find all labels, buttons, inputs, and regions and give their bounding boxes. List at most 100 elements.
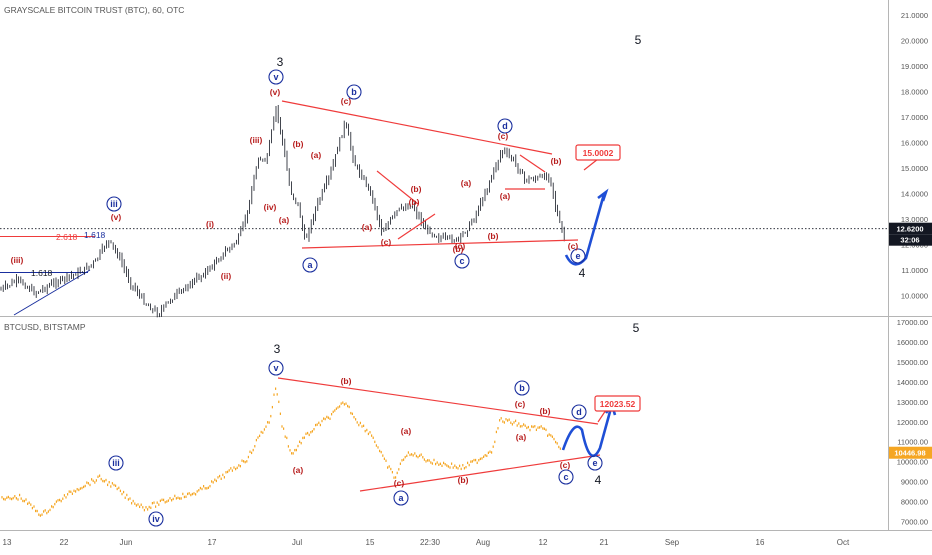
target-box-1-label: 15.0002: [583, 148, 614, 158]
upper-trendline-1[interactable]: [281, 100, 553, 155]
wave-label-b[interactable]: b: [519, 383, 525, 393]
pane-2-title: BTCUSD, BITSTAMP: [4, 322, 86, 332]
wave-label-a[interactable]: (a): [516, 432, 527, 442]
wave-label-i[interactable]: (i): [206, 219, 214, 229]
wave-label-b[interactable]: (b): [551, 156, 562, 166]
price-tick-2: 7000.00: [901, 518, 928, 527]
wave-label-b[interactable]: (b): [293, 139, 304, 149]
wave-label-c[interactable]: c: [459, 256, 464, 266]
wave-b-line[interactable]: [376, 170, 419, 205]
wave-label-c[interactable]: (c): [381, 237, 392, 247]
price-tick-1: 13.0000: [901, 215, 928, 224]
wave-label-e[interactable]: e: [575, 251, 580, 261]
fib-label-1618-upper: 1.618: [84, 230, 106, 240]
triangle-trendlines-1[interactable]: [281, 100, 579, 249]
fib-connector[interactable]: [13, 269, 91, 316]
wave-label-5[interactable]: 5: [633, 321, 640, 335]
target-box-2-label: 12023.52: [600, 399, 636, 409]
btcusd-line-series: [1, 387, 562, 517]
price-tick-2: 12000.00: [897, 418, 928, 427]
wave-label-4[interactable]: 4: [579, 266, 586, 280]
wave-label-a[interactable]: (a): [401, 426, 412, 436]
wave-label-e[interactable]: e: [592, 458, 597, 468]
target-box-1[interactable]: [575, 144, 621, 161]
projection-path-2[interactable]: [561, 407, 613, 458]
wave-label-v[interactable]: v: [273, 72, 278, 82]
wave-label-iii[interactable]: iii: [110, 199, 118, 209]
wave-label-c[interactable]: (c): [394, 478, 405, 488]
price-tick-1: 21.0000: [901, 11, 928, 20]
wave-label-iii[interactable]: (iii): [250, 135, 263, 145]
wave-label-c[interactable]: (c): [341, 96, 352, 106]
wave-label-c[interactable]: (c): [560, 460, 571, 470]
wave-label-b[interactable]: (b): [341, 376, 352, 386]
time-tick: Sep: [665, 538, 680, 547]
wave-label-a[interactable]: a: [398, 493, 404, 503]
price-axis-1[interactable]: 21.0000 20.0000 19.0000 18.0000 17.0000 16.00…: [901, 11, 928, 301]
price-tick-1: 18.0000: [901, 88, 928, 97]
price-axis-2[interactable]: 17000.00 16000.00 15000.00 14000.00 13000.00…: [897, 318, 928, 527]
current-price-tag-2: [889, 446, 932, 459]
time-tick: 21: [600, 538, 609, 547]
time-tick: 16: [756, 538, 765, 547]
price-tick-1: 19.0000: [901, 62, 928, 71]
wave-label-b[interactable]: (b): [409, 197, 420, 207]
wave-b-lower-line[interactable]: [397, 213, 436, 240]
price-tick-2: 13000.00: [897, 398, 928, 407]
wave-d-box-top[interactable]: [519, 154, 546, 173]
target-box-2[interactable]: [594, 395, 641, 412]
wave-label-3[interactable]: 3: [274, 342, 281, 356]
wave-label-d[interactable]: d: [502, 121, 508, 131]
wave-label-5[interactable]: 5: [635, 33, 642, 47]
current-price-value-2: 10446.98: [894, 449, 925, 458]
wave-label-a[interactable]: (a): [362, 222, 373, 232]
wave-label-c[interactable]: (c): [568, 241, 579, 251]
wave-label-iv[interactable]: (iv): [264, 202, 277, 212]
price-tick-2: 8000.00: [901, 498, 928, 507]
pane-1-title: GRAYSCALE BITCOIN TRUST (BTC), 60, OTC: [4, 5, 184, 15]
wave-label-3[interactable]: 3: [277, 55, 284, 69]
wave-label-a[interactable]: (a): [279, 215, 290, 225]
wave-label-b[interactable]: b: [351, 87, 357, 97]
wave-label-4[interactable]: 4: [595, 473, 602, 487]
wave-circle-e: [570, 248, 586, 264]
lower-trendline-1[interactable]: [301, 239, 579, 249]
wave-label-b[interactable]: (b): [540, 406, 551, 416]
wave-label-iii[interactable]: (iii): [11, 255, 24, 265]
wave-label-b[interactable]: (b): [453, 244, 464, 254]
triangle-trendlines-2[interactable]: [277, 377, 601, 492]
wave-label-c[interactable]: (c): [455, 241, 466, 251]
wave-label-v[interactable]: v: [273, 363, 278, 373]
time-axis[interactable]: 13 22 Jun 17 Jul 15 22:30 Aug 12 21 Sep 16 Oct: [3, 538, 850, 547]
wave-label-c[interactable]: (c): [498, 131, 509, 141]
lower-trendline-2[interactable]: [359, 454, 601, 492]
wave-label-iv[interactable]: iv: [152, 514, 160, 524]
wave-label-a[interactable]: (a): [500, 191, 511, 201]
time-tick: 13: [3, 538, 12, 547]
wave-label-a[interactable]: a: [307, 260, 313, 270]
wave-label-v[interactable]: (v): [111, 212, 122, 222]
wave-label-a[interactable]: (a): [461, 178, 472, 188]
wave-label-d[interactable]: d: [576, 407, 582, 417]
wave-label-a[interactable]: (a): [311, 150, 322, 160]
wave-label-b[interactable]: (b): [488, 231, 499, 241]
wave-label-b[interactable]: (b): [458, 475, 469, 485]
wave-label-b[interactable]: (b): [411, 184, 422, 194]
price-tick-1: 14.0000: [901, 190, 928, 199]
price-tick-1: 10.0000: [901, 292, 928, 301]
wave-circle-iv: [148, 511, 164, 527]
wave-label-c[interactable]: c: [563, 472, 568, 482]
projection-path-1[interactable]: [564, 193, 606, 266]
wave-label-v[interactable]: (v): [270, 87, 281, 97]
wave-circle-d: [571, 404, 587, 420]
wave-label-a[interactable]: (a): [293, 465, 304, 475]
wave-circle-d: [497, 118, 513, 134]
upper-trendline-2[interactable]: [277, 377, 599, 425]
wave-label-c[interactable]: (c): [515, 399, 526, 409]
wave-labels-2: 3 5 4 v b d iii iv a c e (b) (c) (b) (a) (a) (a) (c) (b) (c…: [108, 321, 640, 527]
wave-label-ii[interactable]: (ii): [221, 271, 232, 281]
wave-label-iii[interactable]: iii: [112, 458, 120, 468]
price-tick-2: 17000.00: [897, 318, 928, 327]
